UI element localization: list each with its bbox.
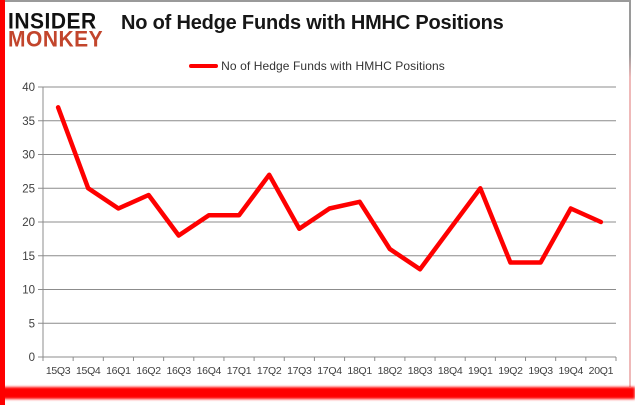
svg-text:17Q3: 17Q3 bbox=[287, 365, 312, 377]
legend-label: No of Hedge Funds with HMHC Positions bbox=[221, 59, 445, 73]
right-border bbox=[629, 0, 631, 387]
svg-text:20: 20 bbox=[22, 217, 35, 229]
svg-text:16Q4: 16Q4 bbox=[197, 365, 222, 377]
series-line bbox=[55, 105, 604, 272]
svg-text:17Q4: 17Q4 bbox=[317, 365, 342, 377]
svg-text:18Q4: 18Q4 bbox=[438, 365, 463, 377]
legend: No of Hedge Funds with HMHC Positions bbox=[5, 59, 629, 73]
chart-header: INSIDER MONKEY No of Hedge Funds with HM… bbox=[8, 10, 629, 60]
y-axis-labels: 0 5 10 15 20 25 30 35 40 bbox=[22, 82, 35, 364]
svg-text:19Q4: 19Q4 bbox=[559, 365, 584, 377]
axes bbox=[38, 86, 617, 361]
legend-line-marker bbox=[189, 64, 219, 68]
svg-text:35: 35 bbox=[22, 116, 35, 128]
svg-text:15Q4: 15Q4 bbox=[76, 365, 101, 377]
chart-title: No of Hedge Funds with HMHC Positions bbox=[121, 12, 504, 34]
svg-text:18Q1: 18Q1 bbox=[347, 365, 372, 377]
insider-monkey-logo: INSIDER MONKEY bbox=[8, 9, 120, 53]
svg-text:0: 0 bbox=[29, 352, 35, 364]
svg-text:10: 10 bbox=[22, 285, 35, 297]
svg-text:5: 5 bbox=[29, 318, 35, 330]
svg-text:25: 25 bbox=[22, 183, 35, 195]
chart-card: INSIDER MONKEY No of Hedge Funds with HM… bbox=[5, 2, 629, 387]
left-accent-border bbox=[0, 0, 5, 405]
svg-text:17Q1: 17Q1 bbox=[227, 365, 252, 377]
svg-text:15Q3: 15Q3 bbox=[46, 365, 71, 377]
svg-text:16Q1: 16Q1 bbox=[106, 365, 131, 377]
svg-text:18Q3: 18Q3 bbox=[408, 365, 433, 377]
svg-text:15: 15 bbox=[22, 251, 35, 263]
svg-text:30: 30 bbox=[22, 150, 35, 162]
svg-text:40: 40 bbox=[22, 82, 35, 94]
top-border bbox=[5, 0, 631, 2]
svg-text:19Q1: 19Q1 bbox=[468, 365, 493, 377]
logo-word-insider: INSIDER bbox=[8, 9, 97, 34]
svg-text:16Q3: 16Q3 bbox=[166, 365, 191, 377]
line-chart: 0 5 10 15 20 25 30 35 40 15Q3 15Q4 16Q1 16Q2 16Q3 16Q4… bbox=[22, 82, 617, 377]
svg-text:20Q1: 20Q1 bbox=[589, 365, 614, 377]
svg-text:19Q3: 19Q3 bbox=[528, 365, 553, 377]
svg-text:19Q2: 19Q2 bbox=[498, 365, 523, 377]
logo-word-monkey: MONKEY bbox=[8, 27, 104, 53]
svg-text:16Q2: 16Q2 bbox=[136, 365, 161, 377]
x-axis-labels: 15Q3 15Q4 16Q1 16Q2 16Q3 16Q4 17Q1 17Q2 17Q3 17Q4… bbox=[46, 365, 614, 377]
gridlines bbox=[43, 86, 616, 358]
svg-text:17Q2: 17Q2 bbox=[257, 365, 282, 377]
bottom-accent-border bbox=[0, 387, 635, 399]
svg-text:18Q2: 18Q2 bbox=[378, 365, 403, 377]
